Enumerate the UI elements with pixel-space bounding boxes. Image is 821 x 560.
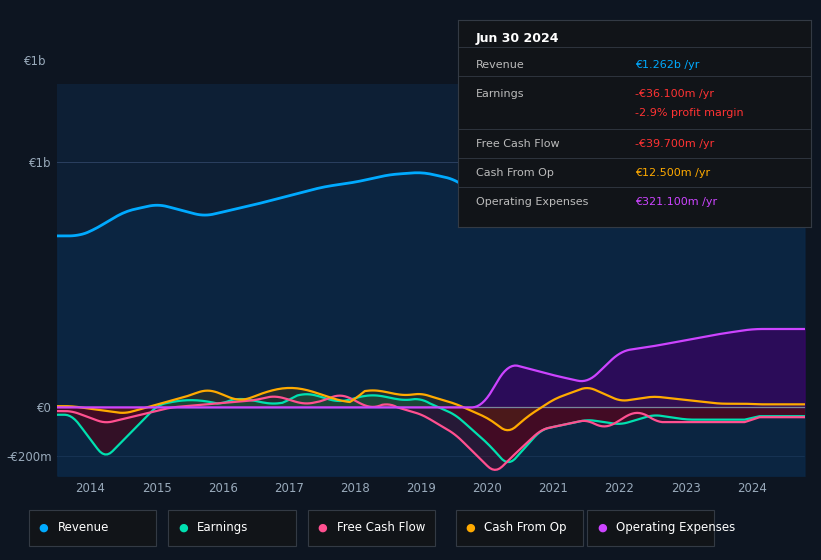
- Text: Earnings: Earnings: [197, 521, 249, 534]
- Text: €1.262b /yr: €1.262b /yr: [635, 60, 699, 70]
- Text: Revenue: Revenue: [57, 521, 109, 534]
- Text: Free Cash Flow: Free Cash Flow: [476, 139, 559, 149]
- Text: Jun 30 2024: Jun 30 2024: [476, 32, 559, 45]
- Text: Revenue: Revenue: [476, 60, 525, 70]
- Text: ●: ●: [466, 523, 475, 533]
- Text: ●: ●: [178, 523, 188, 533]
- Text: Operating Expenses: Operating Expenses: [616, 521, 735, 534]
- Text: Cash From Op: Cash From Op: [476, 168, 553, 178]
- Text: Cash From Op: Cash From Op: [484, 521, 566, 534]
- Text: €1b: €1b: [24, 55, 46, 68]
- Text: Earnings: Earnings: [476, 89, 525, 99]
- Text: €12.500m /yr: €12.500m /yr: [635, 168, 710, 178]
- Text: Free Cash Flow: Free Cash Flow: [337, 521, 425, 534]
- Text: ●: ●: [597, 523, 607, 533]
- Text: ●: ●: [318, 523, 328, 533]
- Text: -2.9% profit margin: -2.9% profit margin: [635, 108, 743, 118]
- Text: ●: ●: [39, 523, 48, 533]
- Text: €321.100m /yr: €321.100m /yr: [635, 197, 717, 207]
- Text: -€39.700m /yr: -€39.700m /yr: [635, 139, 714, 149]
- Text: -€36.100m /yr: -€36.100m /yr: [635, 89, 713, 99]
- Text: Operating Expenses: Operating Expenses: [476, 197, 588, 207]
